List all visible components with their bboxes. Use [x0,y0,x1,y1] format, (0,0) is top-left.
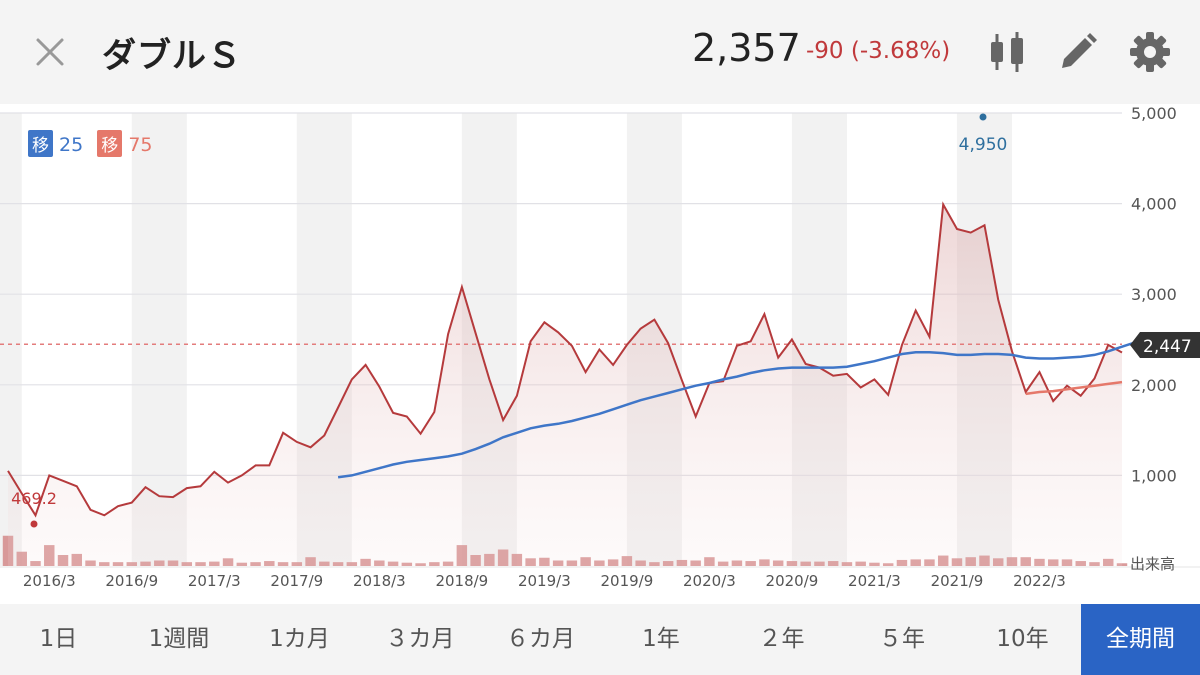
price-change: -90 (-3.68%) [806,38,951,64]
current-price-tag-label: 2,447 [1143,337,1192,357]
x-tick-label: 2020/9 [766,572,819,590]
stock-name: ダブルＳ [102,36,242,76]
high-label: 4,950 [959,135,1008,155]
tab-6months[interactable]: ６カ月 [506,626,575,652]
pencil-icon[interactable] [1056,30,1100,74]
x-tick-label: 2022/3 [1013,572,1066,590]
x-tick-label: 2021/3 [848,572,901,590]
x-tick-label: 2019/3 [518,572,571,590]
tab-1day[interactable]: 1日 [39,626,78,652]
ma75-badge: 移 [97,130,123,157]
y-tick-label: 5,000 [1131,104,1177,123]
tab-2years[interactable]: ２年 [758,626,805,652]
x-tick-label: 2018/9 [435,572,488,590]
y-tick-label: 2,000 [1131,376,1177,395]
x-tick-label: 2020/3 [683,572,736,590]
low-marker [30,520,38,528]
x-tick-label: 2016/9 [105,572,158,590]
price-area-fill [8,204,1122,566]
price-chart[interactable]: 5,000 4,000 3,000 2,000 1,000 2016/3 2016/9 20… [0,104,1200,604]
ma25-period: 25 [59,134,84,156]
tab-1week[interactable]: 1週間 [148,626,210,652]
y-tick-label: 1,000 [1131,466,1177,485]
tab-1year[interactable]: 1年 [642,626,680,652]
tab-all-period[interactable]: 全期間 [1081,604,1200,675]
x-tick-label: 2019/9 [600,572,653,590]
y-tick-label: 3,000 [1131,285,1177,304]
x-tick-label: 2021/9 [931,572,984,590]
x-tick-label: 2017/3 [188,572,241,590]
x-tick-label: 2017/9 [270,572,323,590]
time-band [0,113,22,566]
low-label: 469.2 [11,489,57,508]
x-tick-label: 2016/3 [23,572,76,590]
tab-5years[interactable]: ５年 [879,626,925,652]
ma25-badge: 移 [28,130,53,157]
gear-icon[interactable] [1128,30,1172,74]
tab-10years[interactable]: 10年 [996,626,1049,652]
candlestick-icon[interactable] [986,30,1030,74]
tab-1month[interactable]: 1カ月 [269,626,330,652]
moving-average-legend: 移 25 移 75 [28,130,153,157]
current-price-tag: 2,447 [1130,332,1200,358]
ma75-line [1025,380,1123,396]
period-tabs: 1日 1週間 1カ月 ３カ月 ６カ月 1年 ２年 ５年 10年 全期間 [0,604,1200,675]
time-band [131,113,187,566]
y-tick-label: 4,000 [1131,195,1177,214]
close-icon[interactable] [30,32,70,72]
volume-label: 出来高 [1130,555,1175,573]
ma75-period: 75 [128,134,153,156]
high-marker [979,113,987,121]
x-tick-label: 2018/3 [353,572,406,590]
current-price: 2,357 [692,26,801,70]
tab-3months[interactable]: ３カ月 [385,626,455,652]
price-line [7,201,1123,518]
app-header: ダブルＳ 2,357 -90 (-3.68%) [0,0,1200,104]
